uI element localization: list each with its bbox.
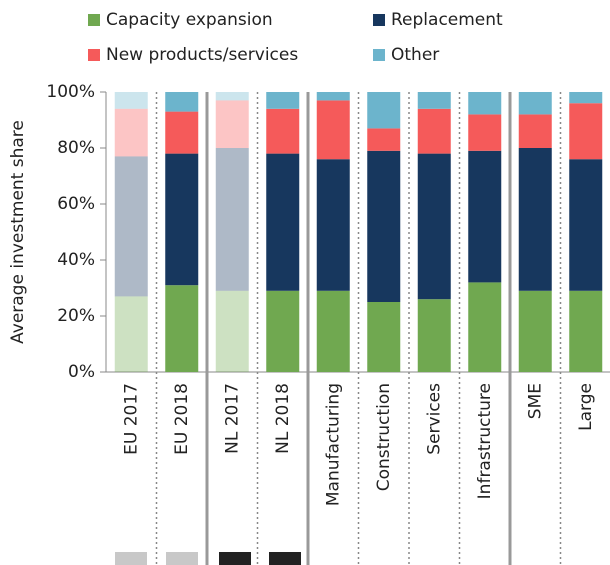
bar-segment	[518, 114, 552, 148]
bar-segment	[165, 153, 199, 286]
bar-segment	[114, 156, 148, 297]
legend-label: New products/services	[106, 45, 298, 65]
bar-segment	[165, 111, 199, 154]
bar-segment	[417, 153, 451, 300]
x-tick-label: EU 2017	[121, 383, 141, 455]
bar-segment	[569, 290, 603, 372]
bar-segment	[468, 150, 502, 283]
bar-segment	[417, 299, 451, 372]
x-tick-label: Large	[576, 383, 596, 431]
bar-segment	[266, 92, 300, 109]
group-marker	[219, 552, 251, 565]
bar-segment	[468, 92, 502, 115]
bar-segment	[165, 92, 199, 112]
bar-segment	[417, 108, 451, 154]
x-tick-label: Services	[424, 383, 444, 455]
legend-swatch	[88, 14, 100, 26]
bar-segment	[316, 100, 350, 160]
x-tick-label: Construction	[374, 383, 394, 491]
bar-segment	[518, 290, 552, 372]
x-tick-label: NL 2017	[222, 383, 242, 454]
legend-label: Capacity expansion	[106, 10, 273, 30]
x-tick-label: EU 2018	[172, 383, 192, 455]
bar-segment	[367, 302, 401, 372]
bar-segment	[518, 92, 552, 115]
legend-swatch	[373, 14, 385, 26]
bar-segment	[518, 148, 552, 291]
bar-segment	[367, 92, 401, 129]
bar-segment	[266, 153, 300, 291]
x-tick-label: SME	[525, 383, 545, 419]
bar-segment	[367, 150, 401, 302]
legend-label: Replacement	[391, 10, 503, 30]
bar-segment	[215, 92, 249, 101]
bar-segment	[569, 159, 603, 291]
bar-segment	[114, 296, 148, 372]
bar-segment	[114, 92, 148, 109]
y-axis-label: Average investment share	[8, 120, 28, 344]
bar-segment	[215, 148, 249, 291]
x-tick-label: Infrastructure	[475, 383, 495, 499]
y-tick-label: 80%	[57, 138, 95, 158]
bar-segment	[468, 282, 502, 372]
y-tick-label: 100%	[46, 82, 95, 102]
bar-segment	[316, 290, 350, 372]
x-tick-label: Manufacturing	[323, 383, 343, 506]
y-tick-label: 60%	[57, 194, 95, 214]
bar-segment	[569, 103, 603, 160]
bar-segment	[569, 92, 603, 104]
bar-segment	[266, 290, 300, 372]
y-tick-label: 20%	[57, 306, 95, 326]
legend-swatch	[373, 49, 385, 61]
x-tick-label: NL 2018	[273, 383, 293, 454]
y-tick-label: 0%	[68, 362, 95, 382]
bar-segment	[417, 92, 451, 109]
bar-segment	[316, 159, 350, 291]
bar-segment	[165, 285, 199, 372]
bar-segment	[114, 108, 148, 157]
bar-segment	[468, 114, 502, 151]
group-marker	[115, 552, 147, 565]
bar-segment	[367, 128, 401, 151]
group-marker	[269, 552, 301, 565]
bar-segment	[266, 108, 300, 154]
group-marker	[166, 552, 198, 565]
bar-segment	[316, 92, 350, 101]
legend-swatch	[88, 49, 100, 61]
bar-segment	[215, 290, 249, 372]
bar-segment	[215, 100, 249, 148]
y-tick-label: 40%	[57, 250, 95, 270]
legend-label: Other	[391, 45, 439, 65]
